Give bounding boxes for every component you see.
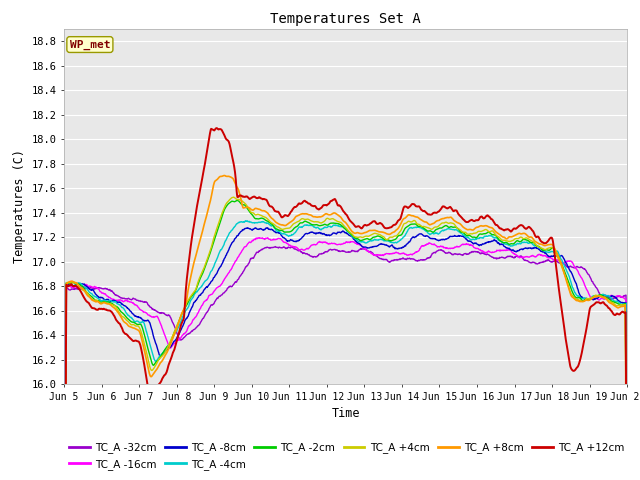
TC_A -16cm xyxy=(557,259,564,264)
TC_A -4cm xyxy=(507,243,515,249)
Line: TC_A +8cm: TC_A +8cm xyxy=(64,176,627,480)
TC_A -8cm xyxy=(172,337,179,343)
TC_A -4cm xyxy=(242,218,250,224)
Title: Temperatures Set A: Temperatures Set A xyxy=(270,12,421,26)
TC_A -2cm xyxy=(433,226,441,232)
TC_A -2cm xyxy=(557,259,564,265)
TC_A +4cm xyxy=(249,210,257,216)
Line: TC_A +4cm: TC_A +4cm xyxy=(64,197,627,480)
TC_A -16cm xyxy=(507,248,515,253)
Line: TC_A -16cm: TC_A -16cm xyxy=(64,238,627,480)
TC_A +4cm xyxy=(557,261,564,267)
TC_A -4cm xyxy=(557,256,564,262)
TC_A -8cm xyxy=(248,228,256,233)
Line: TC_A -8cm: TC_A -8cm xyxy=(64,228,627,480)
TC_A -16cm xyxy=(186,323,193,329)
TC_A -32cm xyxy=(507,253,515,259)
TC_A -4cm xyxy=(186,301,193,307)
TC_A -32cm xyxy=(172,326,179,332)
TC_A -16cm xyxy=(248,238,256,243)
TC_A -2cm xyxy=(172,327,179,333)
TC_A +4cm xyxy=(507,238,515,244)
TC_A +12cm xyxy=(433,209,441,215)
TC_A +4cm xyxy=(186,296,193,301)
TC_A +12cm xyxy=(212,125,220,131)
TC_A -8cm xyxy=(507,247,515,253)
TC_A -4cm xyxy=(172,329,179,335)
TC_A +8cm xyxy=(220,173,228,179)
TC_A +8cm xyxy=(249,207,257,213)
Legend: TC_A -32cm, TC_A -16cm, TC_A -8cm, TC_A -4cm, TC_A -2cm, TC_A +4cm, TC_A +8cm, T: TC_A -32cm, TC_A -16cm, TC_A -8cm, TC_A … xyxy=(69,443,624,469)
TC_A -32cm xyxy=(433,248,441,254)
TC_A -32cm xyxy=(248,255,256,261)
Line: TC_A -32cm: TC_A -32cm xyxy=(64,247,627,480)
TC_A +8cm xyxy=(172,329,179,335)
TC_A +12cm xyxy=(557,300,564,305)
TC_A -2cm xyxy=(233,198,241,204)
TC_A -2cm xyxy=(249,213,257,218)
Y-axis label: Temperatures (C): Temperatures (C) xyxy=(13,149,26,264)
TC_A -8cm xyxy=(557,253,564,259)
Line: TC_A -2cm: TC_A -2cm xyxy=(64,201,627,480)
Text: WP_met: WP_met xyxy=(70,39,110,49)
TC_A +8cm xyxy=(507,234,515,240)
TC_A +12cm xyxy=(249,194,257,200)
TC_A +8cm xyxy=(557,259,564,264)
TC_A -16cm xyxy=(255,235,262,240)
TC_A -16cm xyxy=(172,339,179,345)
TC_A -8cm xyxy=(252,225,259,231)
TC_A -8cm xyxy=(186,310,193,315)
TC_A +4cm xyxy=(433,224,441,230)
TC_A +12cm xyxy=(172,343,179,348)
Line: TC_A +12cm: TC_A +12cm xyxy=(64,128,627,480)
Line: TC_A -4cm: TC_A -4cm xyxy=(64,221,627,480)
TC_A +12cm xyxy=(507,229,515,235)
TC_A -4cm xyxy=(249,220,257,226)
TC_A -8cm xyxy=(433,237,441,243)
TC_A +8cm xyxy=(186,281,193,287)
TC_A -16cm xyxy=(433,244,441,250)
TC_A -32cm xyxy=(557,261,564,266)
TC_A +4cm xyxy=(230,194,237,200)
TC_A -32cm xyxy=(271,244,279,250)
TC_A -2cm xyxy=(186,297,193,303)
TC_A +8cm xyxy=(433,218,441,224)
TC_A +4cm xyxy=(172,326,179,332)
TC_A -2cm xyxy=(507,241,515,247)
TC_A -32cm xyxy=(186,330,193,336)
X-axis label: Time: Time xyxy=(332,407,360,420)
TC_A +12cm xyxy=(186,255,193,261)
TC_A -4cm xyxy=(433,230,441,236)
